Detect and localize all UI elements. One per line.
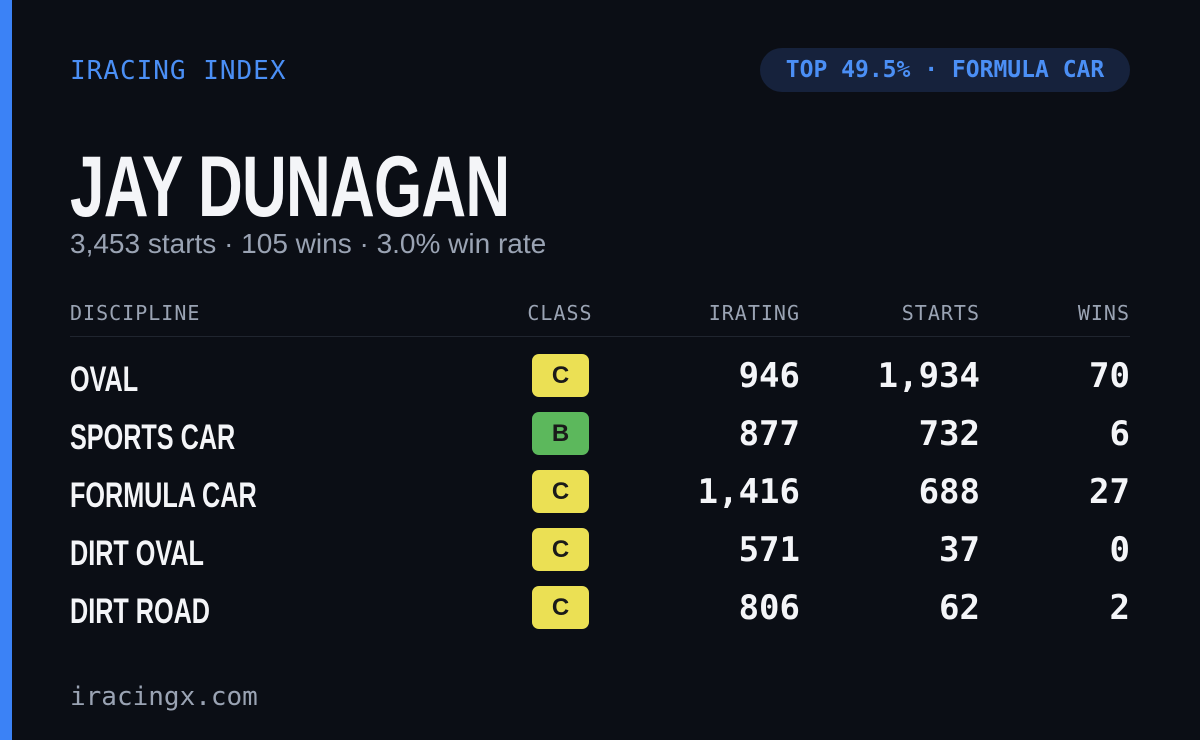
irating: 806: [738, 588, 800, 628]
brand: IRACING INDEX: [70, 56, 287, 86]
discipline: OVAL: [70, 360, 139, 399]
rank-badge: TOP 49.5% · FORMULA CAR: [760, 48, 1130, 92]
column-header: CLASS: [527, 301, 593, 325]
column-header: DISCIPLINE: [70, 301, 201, 325]
class-badge: C: [532, 528, 589, 571]
wins: 27: [1089, 472, 1130, 512]
starts: 688: [918, 472, 980, 512]
irating: 946: [738, 356, 800, 396]
starts: 37: [939, 530, 980, 570]
irating: 1,416: [697, 472, 800, 512]
irating: 877: [738, 414, 800, 454]
discipline: FORMULA CAR: [70, 476, 257, 515]
wins: 70: [1089, 356, 1130, 396]
column-header: WINS: [1077, 301, 1130, 325]
starts: 732: [918, 414, 980, 454]
wins: 2: [1109, 588, 1130, 628]
class-badge: C: [532, 354, 589, 397]
footer: iracingx.com: [70, 682, 258, 712]
discipline: SPORTS CAR: [70, 418, 236, 457]
class-badge: C: [532, 586, 589, 629]
irating: 571: [738, 530, 800, 570]
class-badge: B: [532, 412, 589, 455]
header-rule: [70, 336, 1130, 337]
driver-name: JAY DUNAGAN: [70, 139, 510, 235]
starts: 62: [939, 588, 980, 628]
discipline: DIRT OVAL: [70, 534, 204, 573]
wins: 6: [1109, 414, 1130, 454]
discipline: DIRT ROAD: [70, 592, 210, 631]
column-header: STARTS: [901, 301, 980, 325]
column-header: IRATING: [708, 301, 800, 325]
starts: 1,934: [877, 356, 980, 396]
class-badge: C: [532, 470, 589, 513]
driver-summary: 3,453 starts · 105 wins · 3.0% win rate: [70, 228, 547, 259]
wins: 0: [1109, 530, 1130, 570]
accent-stripe: [0, 0, 12, 740]
